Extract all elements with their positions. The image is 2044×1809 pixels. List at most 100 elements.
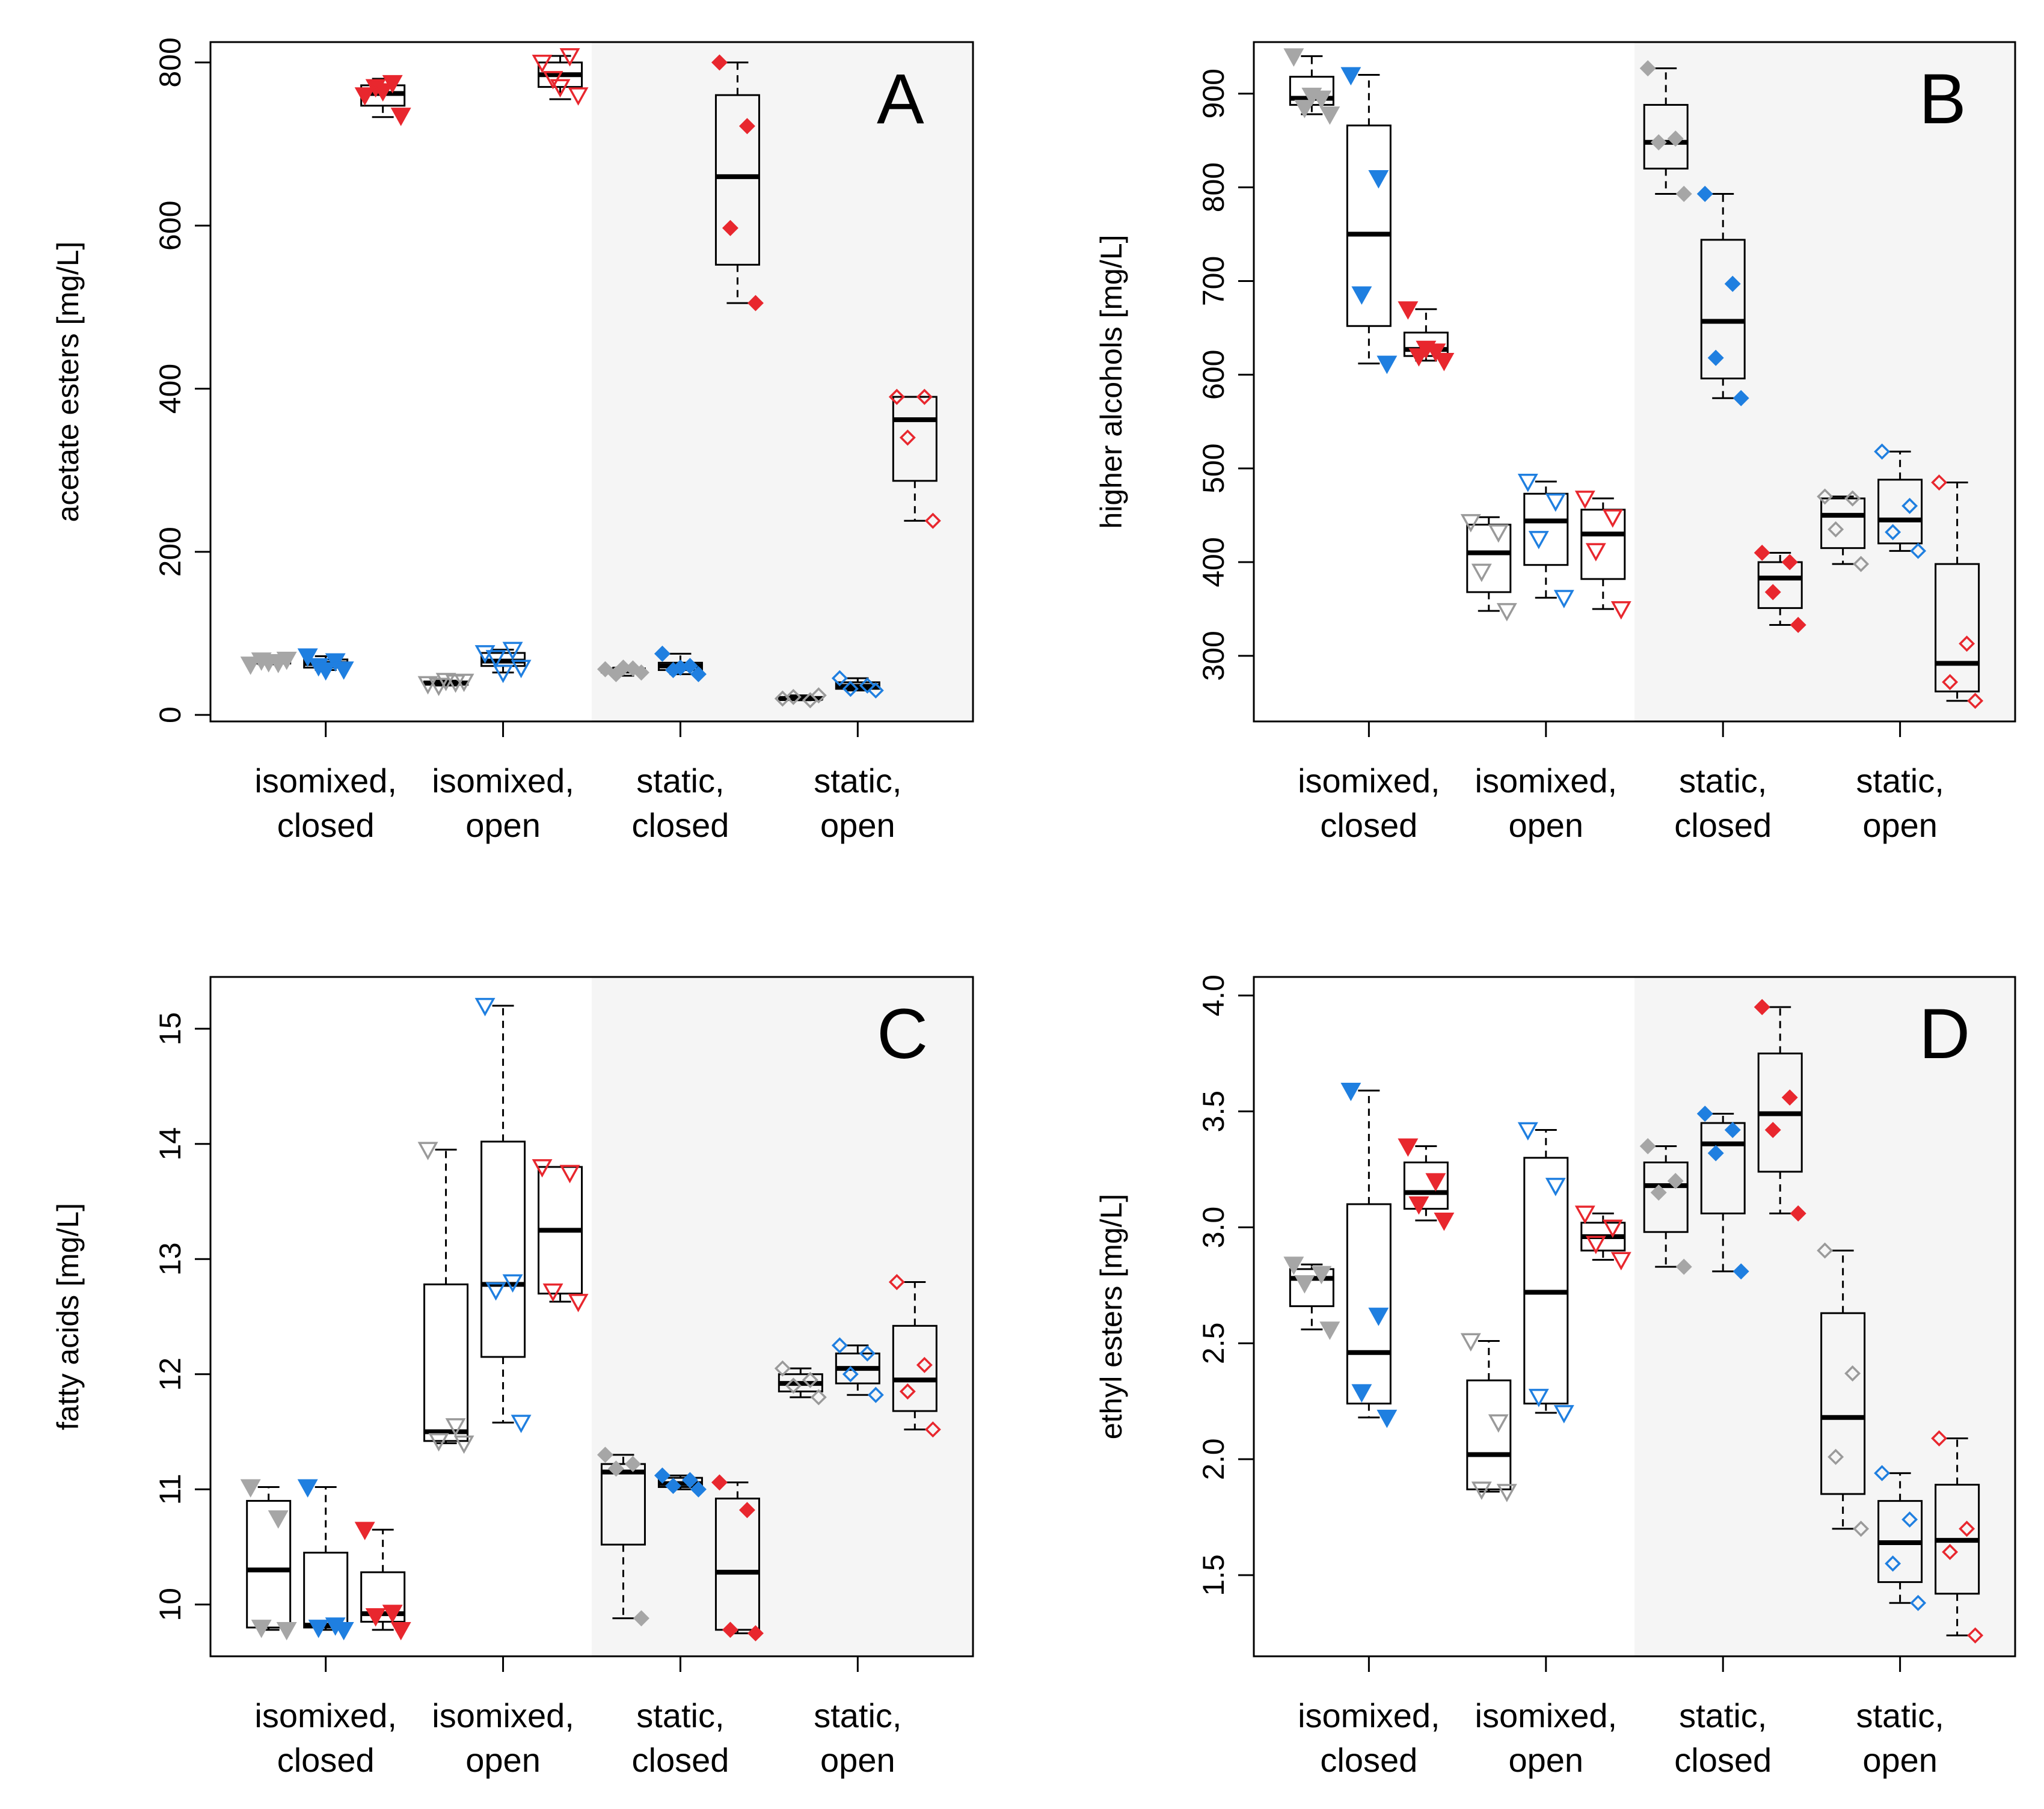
box-iqr [1403,1162,1449,1210]
data-point [390,108,411,126]
box-iqr [1877,479,1923,545]
box-iqr [1820,1312,1866,1495]
static-shaded-region [1634,42,2015,721]
data-point [1545,493,1566,512]
y-tick-label: 1.5 [1197,1554,1230,1596]
box-grey-group-0 [240,1479,297,1641]
data-point [1667,1172,1684,1189]
x-group-label-line2: open [820,1741,895,1779]
data-point [485,1282,506,1301]
data-point [1368,170,1389,189]
box-blue-group-0 [1340,67,1398,375]
x-group-label-line2: closed [1320,806,1417,844]
data-point [1790,616,1806,633]
y-axis-label: acetate esters [mg/L] [51,242,85,522]
y-tick-label: 14 [153,1127,187,1161]
panel-letter: D [1919,994,1970,1074]
box-iqr [1643,1162,1689,1233]
data-point [568,87,589,106]
data-point [924,1421,941,1438]
box-iqr [1466,524,1512,593]
data-point [1675,186,1692,202]
box-iqr [1346,124,1392,327]
data-point [842,1366,859,1383]
x-group-label-line2: open [1862,1741,1938,1779]
box-blue-group-3 [831,670,884,699]
data-point [722,1621,738,1638]
data-point [738,118,755,135]
data-point [1610,1252,1631,1271]
data-point [672,659,689,676]
y-tick-label: 400 [1197,537,1230,587]
data-point [1602,509,1623,528]
data-point [532,1159,553,1178]
data-point [859,677,876,694]
x-group-label-line2: closed [1320,1741,1417,1779]
static-shaded-region [1634,977,2015,1656]
box-iqr [1523,492,1569,566]
data-point [417,676,438,695]
data-point [924,512,941,529]
data-point [1901,1511,1918,1528]
x-group-label-line1: static, [636,1697,724,1734]
data-point [1528,531,1549,549]
data-point [1319,106,1340,125]
data-point [916,388,933,405]
box-blue-group-0 [297,648,354,681]
data-point [297,648,318,667]
x-group-label-line2: closed [632,1741,729,1779]
box-iqr [892,1324,938,1412]
box-iqr [892,396,938,482]
data-point [1496,603,1517,622]
data-point [559,1165,580,1184]
data-point [1460,1333,1481,1352]
static-shaded-region [592,977,973,1656]
data-point [664,1478,681,1495]
panel-B: B 300 400 500 600 700 800 900 higher alcohols [m… [1094,41,2016,844]
box-blue-group-2 [1696,1106,1749,1280]
data-point [258,654,279,673]
data-point [1942,674,1959,691]
y-tick-label: 11 [153,1474,187,1505]
box-red-group-3 [888,1274,941,1438]
y-tick-label: 800 [1197,162,1230,212]
data-point [1817,1242,1834,1259]
box-iqr [1289,1268,1334,1308]
data-point [711,54,728,71]
data-point [1574,491,1595,509]
data-point [372,83,393,102]
data-point [1707,1145,1724,1162]
box-grey-group-1 [417,1142,474,1454]
y-axis-label: fatty acids [mg/L] [51,1203,85,1430]
data-point [502,1274,523,1293]
y-tick-label: 500 [1197,443,1230,493]
data-point [502,641,523,661]
box-red-group-0 [1398,301,1455,372]
box-blue-group-1 [1517,1122,1574,1424]
box-iqr [600,1463,646,1546]
data-point [1319,1321,1340,1340]
x-group-label-line1: isomixed, [254,762,397,800]
x-group-label-line1: isomixed, [1475,762,1618,800]
x-group-label-line1: static, [814,1697,901,1734]
data-point [1283,48,1304,67]
data-point [435,673,456,691]
data-point [1340,67,1361,86]
data-point [690,1481,707,1498]
data-point [747,295,764,311]
data-point [1967,1627,1984,1644]
box-iqr [1346,1203,1392,1405]
x-group-label-line1: static, [1679,1697,1767,1734]
box-grey-group-3 [774,1360,827,1406]
data-point [842,681,859,697]
data-point [1844,490,1861,507]
data-point [1639,1138,1656,1155]
data-point [607,1460,624,1477]
box-grey-group-3 [1817,488,1870,572]
data-point [1545,1178,1566,1196]
data-point [1853,556,1870,572]
data-point [1931,474,1948,491]
box-iqr [1700,239,1746,380]
box-iqr [246,1499,292,1629]
data-point [382,1605,403,1623]
